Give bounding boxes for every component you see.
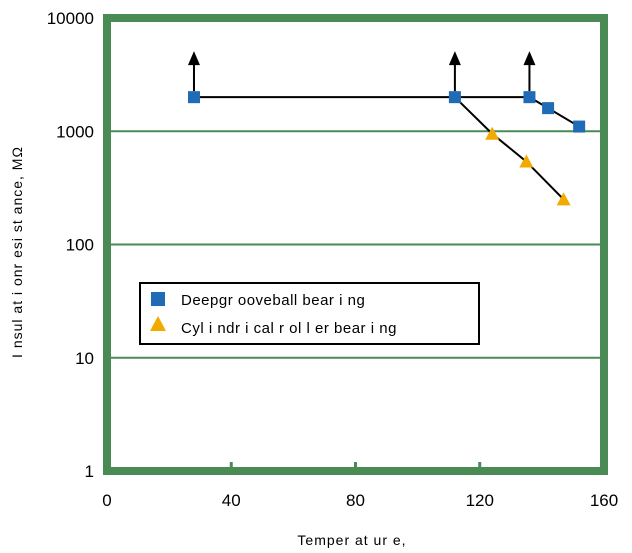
x-ticks: 0 40 80 120 160 bbox=[102, 462, 618, 510]
data-point-ball bbox=[523, 91, 536, 104]
data-point-ball bbox=[542, 102, 555, 115]
legend-marker-ball bbox=[151, 292, 165, 306]
series-markers bbox=[187, 91, 586, 206]
y-tick-label: 10 bbox=[75, 349, 94, 368]
x-tick-label: 80 bbox=[346, 491, 365, 510]
arrow-up-head bbox=[187, 51, 200, 66]
series-line-ball bbox=[193, 96, 580, 128]
data-point-ball bbox=[187, 91, 200, 104]
legend-marker-roller bbox=[150, 316, 166, 331]
arrow-up-head bbox=[523, 51, 536, 66]
y-tick-label: 1 bbox=[85, 462, 94, 481]
x-axis-label: Temper at ur e, bbox=[297, 532, 406, 548]
x-tick-label: 40 bbox=[222, 491, 241, 510]
x-tick-label: 120 bbox=[466, 491, 494, 510]
data-point-roller bbox=[519, 154, 534, 168]
legend-label-roller: Cyl i ndr i cal r ol l er bear i ng bbox=[181, 320, 397, 337]
y-tick-label: 100 bbox=[66, 236, 94, 255]
legend: Deepgr ooveball bear i ng Cyl i ndr i ca… bbox=[139, 282, 480, 345]
y-tick-label: 10000 bbox=[47, 9, 94, 28]
arrow-up-head bbox=[448, 51, 461, 66]
series-line-roller bbox=[454, 96, 565, 201]
y-ticks: 1 10 100 1000 10000 bbox=[47, 9, 94, 481]
data-point-roller bbox=[485, 126, 500, 140]
data-point-ball bbox=[573, 120, 586, 133]
y-axis-label: I nsul at i onr esi st ance, MΩ bbox=[9, 146, 25, 358]
grid-lines bbox=[107, 130, 604, 359]
x-tick-label: 0 bbox=[102, 491, 111, 510]
series-lines bbox=[193, 96, 580, 201]
data-point-roller bbox=[556, 192, 571, 206]
legend-box bbox=[139, 282, 480, 345]
x-tick-label: 160 bbox=[590, 491, 618, 510]
arrows bbox=[187, 51, 536, 92]
data-point-ball bbox=[448, 91, 461, 104]
y-tick-label: 1000 bbox=[56, 122, 94, 141]
legend-label-ball: Deepgr ooveball bear i ng bbox=[181, 292, 365, 309]
